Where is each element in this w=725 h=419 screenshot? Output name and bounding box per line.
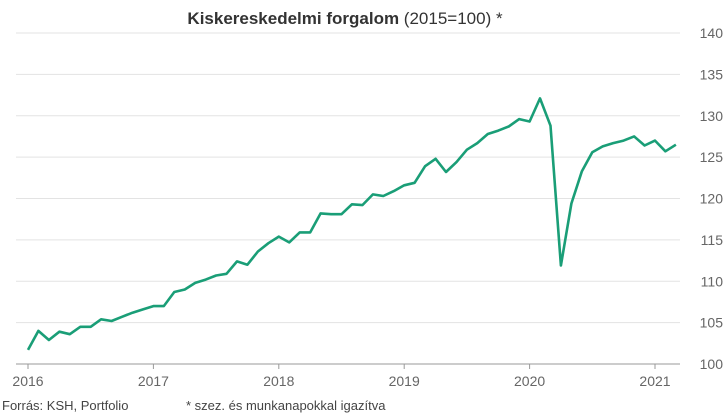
y-tick-label: 120 [700,191,724,207]
y-tick-label: 105 [700,315,724,331]
x-tick-label: 2021 [639,373,670,389]
x-tick-label: 2017 [138,373,169,389]
series-line [26,97,677,351]
chart-title: Kiskereskedelmi forgalom (2015=100) * [187,9,503,28]
y-tick-label: 115 [701,232,724,248]
chart-title-suffix: (2015=100) * [399,9,503,28]
y-tick-label: 130 [700,108,724,124]
x-axis-ticks: 2016 2017 2018 2019 2020 2021 [12,364,671,389]
y-axis-ticks: 100 105 110 115 120 125 130 135 140 [700,25,724,372]
y-tick-label: 125 [700,149,724,165]
x-tick-label: 2018 [263,373,294,389]
y-tick-label: 100 [700,356,724,372]
x-tick-label: 2019 [389,373,420,389]
gridlines [16,32,680,365]
y-tick-label: 110 [701,273,724,289]
adjustment-note: * szez. és munkanapokkal igazítva [186,398,386,413]
x-tick-label: 2016 [12,373,43,389]
source-note: Forrás: KSH, Portfolio [2,398,129,413]
y-tick-label: 140 [700,25,724,41]
chart-title-main: Kiskereskedelmi forgalom [187,9,399,28]
series-retail-sales [26,97,677,351]
x-tick-label: 2020 [514,373,545,389]
y-tick-label: 135 [700,66,724,82]
